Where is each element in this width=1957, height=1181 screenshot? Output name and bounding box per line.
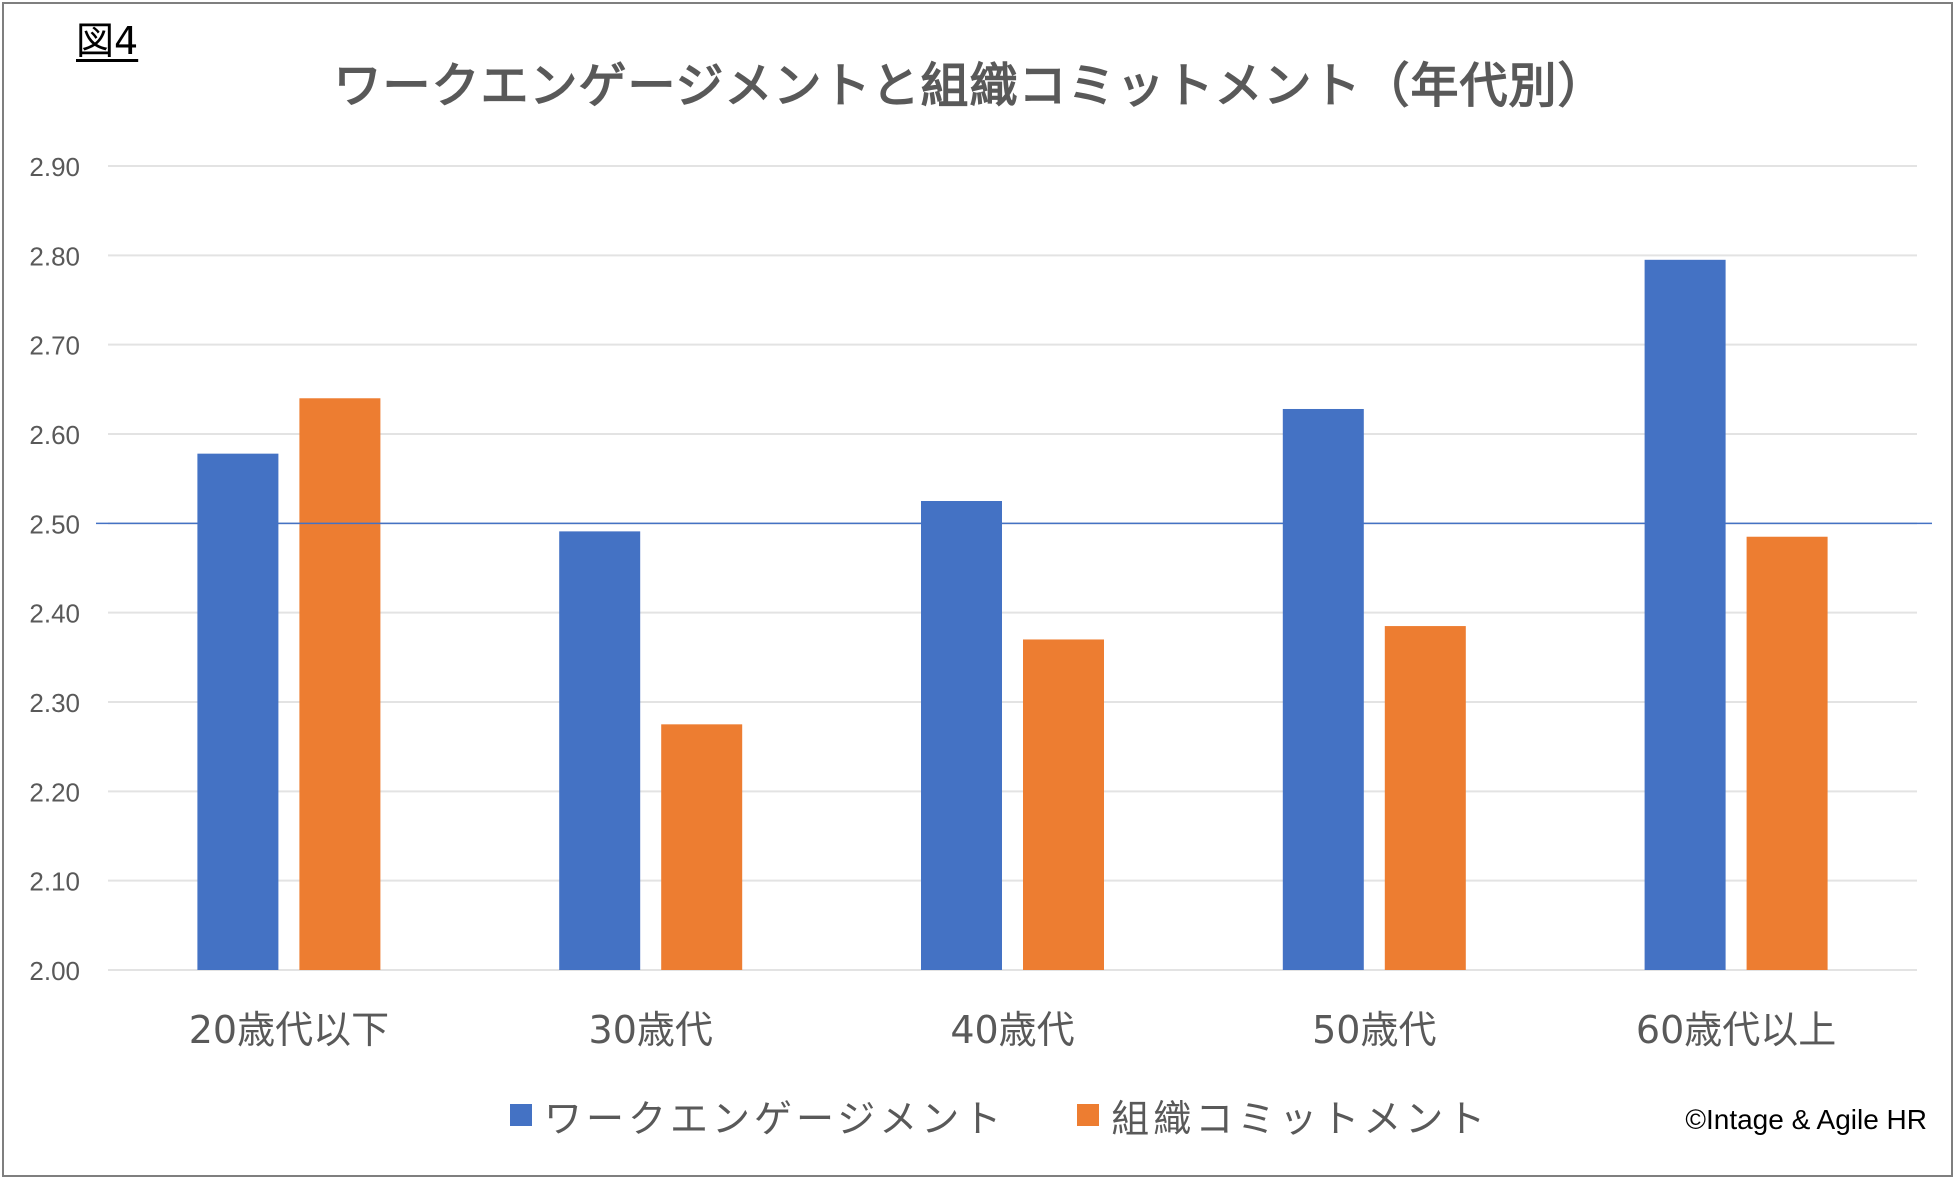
bar-org-commitment-2 [1023,639,1104,970]
y-tick-label: 2.90 [29,152,80,182]
bar-work-engagement-0 [197,453,279,970]
legend-item-work-engagement: ワークエンゲージメント [510,1088,1005,1143]
x-category-label: 20歳代以下 [189,1008,389,1052]
y-tick-label: 2.70 [29,331,80,361]
bar-work-engagement-2 [921,501,1002,970]
bar-org-commitment-1 [661,724,743,970]
figure-label: 図4 [76,19,139,63]
x-category-label: 30歳代 [589,1008,713,1052]
bar-work-engagement-3 [1282,408,1364,970]
x-category-label: 60歳代以上 [1636,1008,1836,1052]
legend-swatch-work-engagement [510,1104,532,1126]
y-tick-label: 2.20 [29,777,80,807]
x-axis-category-labels: 20歳代以下 30歳代 40歳代 50歳代 60歳代以上 [189,1008,1837,1052]
y-tick-label: 2.00 [29,956,80,986]
legend-swatch-org-commitment [1077,1104,1100,1126]
x-category-label: 40歳代 [950,1008,1074,1052]
y-tick-label: 2.10 [29,867,80,897]
chart-title: ワークエンゲージメントと組織コミットメント（年代別） [333,58,1607,114]
y-axis-tick-labels: 2.00 2.10 2.20 2.30 2.40 2.50 2.60 2.70 2.80 2.90 [29,152,80,986]
y-tick-label: 2.60 [29,420,80,450]
bar-work-engagement-1 [559,531,641,970]
copyright-text: ©Intage & Agile HR [1685,1104,1927,1135]
gridlines [108,165,1917,971]
bar-work-engagement-4 [1644,259,1726,970]
bar-org-commitment-3 [1384,626,1466,970]
bar-org-commitment-4 [1746,536,1828,970]
bar-org-commitment-0 [299,398,381,970]
y-tick-label: 2.30 [29,688,80,718]
x-category-label: 50歳代 [1312,1008,1436,1052]
legend-label-org-commitment: 組織コミットメント [1111,1096,1490,1141]
legend: ワークエンゲージメント 組織コミットメント [510,1085,1489,1145]
bars [197,259,1828,970]
y-tick-label: 2.80 [29,241,80,271]
y-tick-label: 2.50 [29,509,80,539]
y-tick-label: 2.40 [29,599,80,629]
legend-label-work-engagement: ワークエンゲージメント [544,1096,1006,1141]
legend-item-org-commitment: 組織コミットメント [1077,1088,1489,1143]
